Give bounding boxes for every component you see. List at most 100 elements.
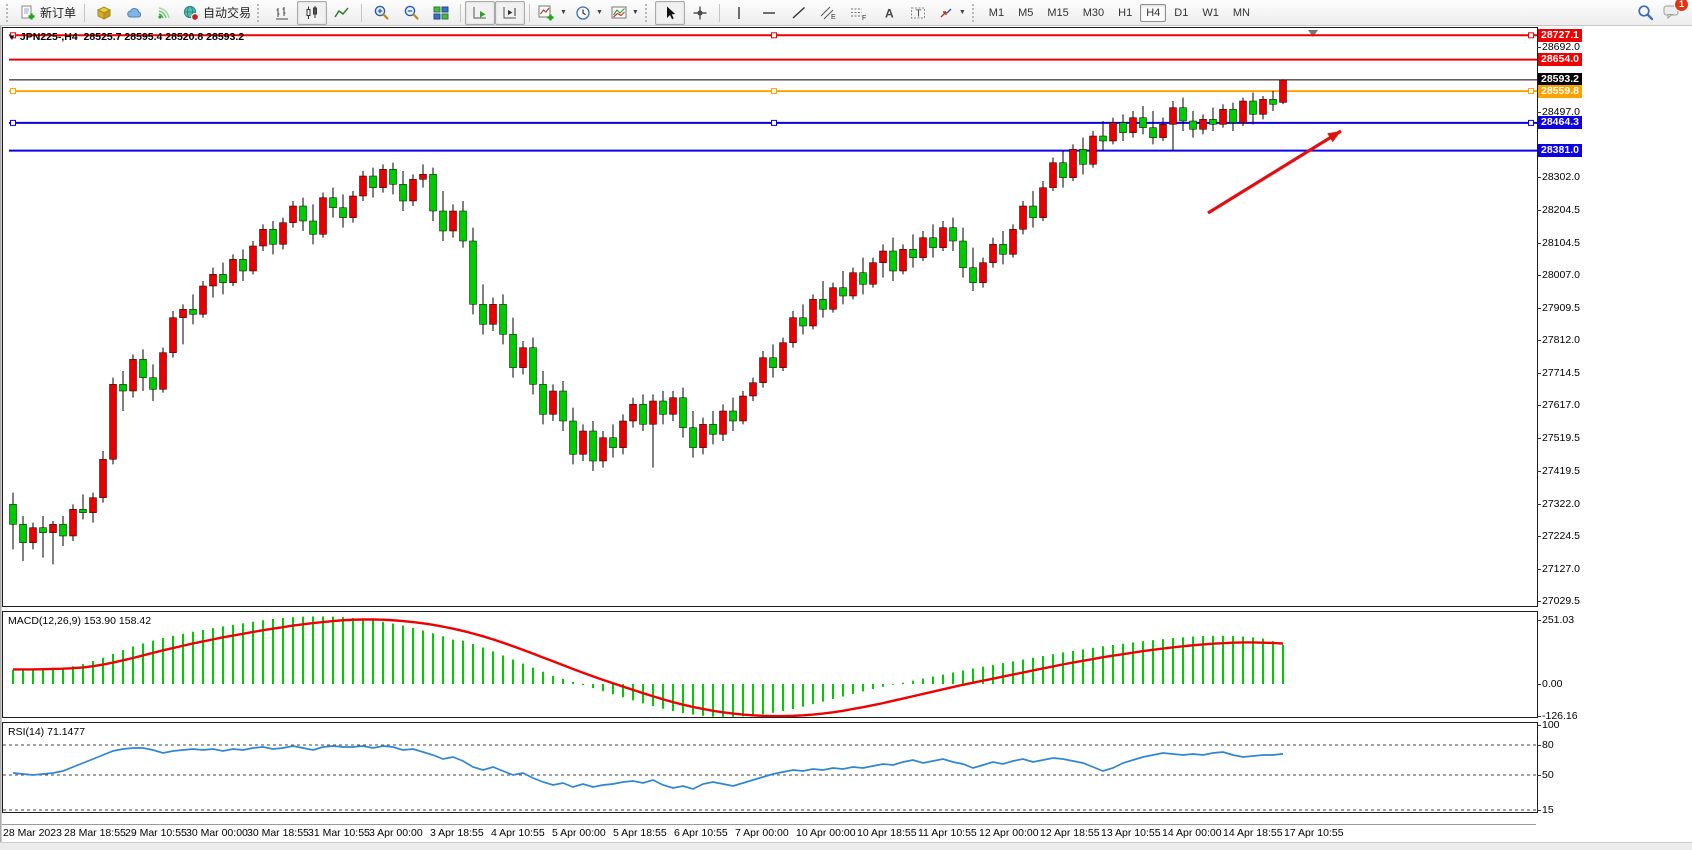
- bar-chart-button[interactable]: [267, 1, 297, 25]
- candle: [99, 459, 107, 498]
- channel-button[interactable]: E: [814, 1, 844, 25]
- templates-button[interactable]: ▼: [607, 1, 643, 25]
- time-label: 17 Apr 10:55: [1284, 827, 1344, 839]
- fibonacci-button[interactable]: F: [844, 1, 874, 25]
- zoom-out-icon: [403, 4, 420, 21]
- macd-tick-dash: [1537, 716, 1541, 718]
- horizontal-line-button[interactable]: [754, 1, 784, 25]
- candle: [1129, 117, 1137, 133]
- search-icon[interactable]: [1637, 4, 1655, 22]
- timeframe-MN[interactable]: MN: [1232, 6, 1250, 19]
- time-label: 12 Apr 18:55: [1040, 827, 1100, 839]
- clock-icon: [575, 5, 591, 21]
- candle: [309, 220, 317, 235]
- market-watch-button[interactable]: [89, 1, 119, 25]
- line-chart-button[interactable]: [327, 1, 357, 25]
- toolbar-grip[interactable]: [6, 3, 12, 22]
- timeframe-H1[interactable]: H1: [1118, 6, 1133, 19]
- time-label: 3 Apr 00:00: [369, 827, 423, 839]
- rsi-tick-dash: [1537, 725, 1541, 726]
- candle: [239, 259, 247, 272]
- line-handle[interactable]: [10, 32, 16, 39]
- main-chart[interactable]: [3, 28, 1537, 606]
- arrows-caret-icon[interactable]: ▼: [958, 9, 966, 16]
- timeframe-H4[interactable]: H4: [1140, 3, 1167, 22]
- time-label: 7 Apr 00:00: [735, 827, 789, 839]
- text-button[interactable]: A: [874, 1, 904, 25]
- line-handle[interactable]: [1528, 32, 1534, 39]
- chart-title: ▼ JPN225-,H4 28525.7 28595.4 28520.8 2859…: [8, 31, 244, 43]
- line-handle[interactable]: [771, 119, 777, 126]
- timeframe-M1[interactable]: M1: [988, 6, 1005, 19]
- auto-scroll-icon: [472, 5, 488, 21]
- chart-shift-button[interactable]: [495, 0, 526, 25]
- candle: [299, 205, 307, 222]
- candle: [339, 207, 347, 218]
- candlestick-chart-button[interactable]: [297, 0, 328, 25]
- macd-chart[interactable]: [3, 612, 1537, 717]
- periods-button[interactable]: ▼: [571, 1, 607, 25]
- line-handle[interactable]: [10, 88, 16, 95]
- line-chart-icon: [334, 5, 350, 21]
- auto-scroll-button[interactable]: [465, 0, 496, 25]
- line-handle[interactable]: [771, 88, 777, 95]
- periods-caret-icon[interactable]: ▼: [595, 9, 603, 16]
- timeframe-M15[interactable]: M15: [1047, 6, 1069, 19]
- toolbar-grip[interactable]: [644, 3, 651, 22]
- one-click-trading-caret-icon[interactable]: ▼: [8, 33, 16, 42]
- candle: [259, 229, 267, 247]
- toolbar-grip[interactable]: [971, 3, 978, 22]
- zoom-in-button[interactable]: [366, 1, 396, 25]
- template-icon: [611, 5, 627, 21]
- arrows-button[interactable]: ▼: [934, 1, 970, 25]
- time-label: 30 Mar 00:00: [186, 827, 248, 839]
- candle: [169, 317, 177, 353]
- cursor-button[interactable]: [654, 0, 685, 25]
- trendline-button[interactable]: [784, 1, 814, 25]
- candle: [899, 249, 907, 272]
- candle: [1229, 109, 1237, 123]
- time-label: 30 Mar 18:55: [247, 827, 309, 839]
- templates-caret-icon[interactable]: ▼: [631, 9, 639, 16]
- signals-button[interactable]: [149, 1, 179, 25]
- main-toolbar: 新订单 自动交易 ▼ ▼ ▼ E F A T ▼ M1 M5 M15 M30 H1 H4 D…: [0, 0, 1692, 26]
- price-tick-dash: [1537, 372, 1541, 374]
- candle: [419, 174, 427, 180]
- new-order-button[interactable]: 新订单: [16, 1, 80, 25]
- line-handle[interactable]: [1528, 88, 1534, 95]
- rsi-chart[interactable]: [3, 723, 1537, 812]
- candle: [799, 317, 807, 327]
- time-axis-line: [2, 824, 1536, 825]
- line-handle[interactable]: [1528, 119, 1534, 126]
- candle: [539, 384, 547, 415]
- vertical-line-button[interactable]: [724, 1, 754, 25]
- zoom-out-button[interactable]: [396, 1, 426, 25]
- macd-label: MACD(12,26,9) 153.90 158.42: [8, 615, 152, 627]
- data-window-button[interactable]: [119, 1, 149, 25]
- timeframe-D1[interactable]: D1: [1174, 6, 1189, 19]
- time-label: 6 Apr 10:55: [674, 827, 728, 839]
- crosshair-button[interactable]: [685, 1, 715, 25]
- candle: [1179, 107, 1187, 122]
- auto-trading-button[interactable]: 自动交易: [179, 1, 255, 25]
- line-handle[interactable]: [10, 119, 16, 126]
- trend-arrow[interactable]: [1207, 129, 1342, 215]
- line-handle[interactable]: [771, 32, 777, 39]
- indicators-caret-icon[interactable]: ▼: [560, 9, 567, 16]
- candle: [529, 347, 537, 385]
- timeframe-W1[interactable]: W1: [1202, 6, 1219, 19]
- price-label-28381.0: 28381.0: [1538, 144, 1582, 158]
- time-label: 29 Mar 10:55: [125, 827, 187, 839]
- indicators-button[interactable]: ▼: [534, 1, 571, 25]
- price-tick-label: 27617.0: [1542, 399, 1580, 412]
- macd-tick-dash: [1537, 684, 1541, 685]
- timeframe-M5[interactable]: M5: [1018, 6, 1034, 19]
- text-label-button[interactable]: T: [904, 1, 934, 25]
- notifications-button[interactable]: 1: [1663, 0, 1689, 23]
- tile-windows-button[interactable]: [426, 1, 456, 25]
- toolbar-grip[interactable]: [257, 3, 263, 22]
- chart-shift-marker-icon[interactable]: [1308, 30, 1318, 37]
- candle: [499, 304, 507, 335]
- time-label: 14 Apr 00:00: [1162, 827, 1222, 839]
- timeframe-M30[interactable]: M30: [1082, 6, 1105, 19]
